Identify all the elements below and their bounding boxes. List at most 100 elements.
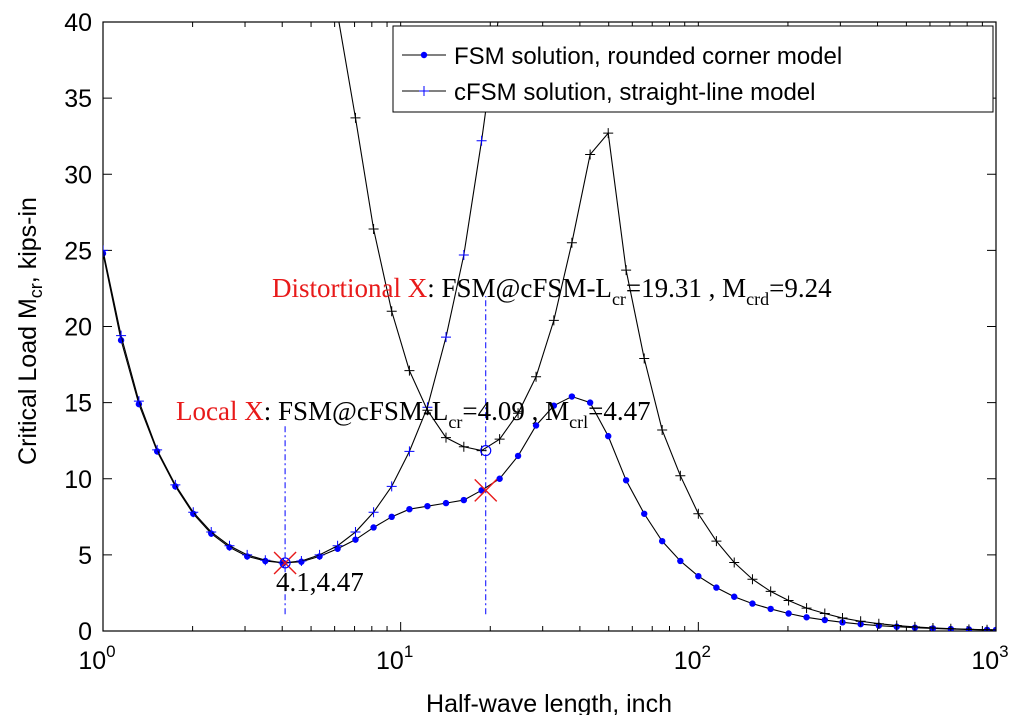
series-point — [855, 616, 866, 627]
series-point — [532, 422, 540, 429]
series-point — [586, 399, 594, 406]
series-point — [603, 128, 614, 139]
series-point — [368, 224, 379, 235]
series-point — [765, 586, 776, 597]
series-point — [585, 149, 596, 160]
series-point — [622, 477, 630, 484]
series-point — [657, 425, 668, 436]
legend: FSM solution, rounded corner model cFSM s… — [392, 25, 994, 113]
series-point — [296, 555, 307, 566]
series-point — [260, 555, 271, 566]
series-point — [460, 496, 468, 504]
plot-frame — [102, 21, 997, 632]
series-point — [514, 452, 522, 460]
series-point — [891, 620, 902, 631]
series-point — [332, 540, 343, 551]
series-line-0 — [103, 253, 996, 631]
series-point — [406, 506, 413, 513]
series-point — [531, 371, 542, 382]
y-tick-label: 5 — [78, 542, 92, 570]
series-point — [170, 479, 181, 490]
series-point — [368, 507, 379, 518]
highlight-x-marker — [474, 478, 498, 502]
highlight-circle-marker — [480, 444, 492, 457]
series-point — [458, 441, 469, 452]
series-point — [767, 605, 774, 613]
series-point — [711, 536, 722, 547]
distortional-annotation: Distortional X: FSM@cFSM-Lcr=19.31 , Mcr… — [272, 273, 832, 309]
series-point — [422, 405, 433, 416]
series-point — [963, 624, 974, 631]
legend-label: cFSM solution, straight-line model — [454, 79, 815, 106]
series-point — [677, 557, 684, 565]
y-axis: 0 5 10 15 20 25 30 35 40 — [64, 9, 996, 646]
series-point — [982, 624, 993, 631]
y-tick-label: 20 — [64, 314, 92, 342]
series-point — [404, 365, 415, 376]
series-point — [370, 524, 377, 531]
series-point — [442, 499, 450, 507]
series-point — [568, 393, 576, 400]
series-point — [152, 444, 163, 455]
series-point — [440, 332, 451, 343]
series-point — [641, 510, 648, 517]
x-tick-label: 103 — [971, 642, 1008, 675]
series-point — [103, 245, 108, 256]
highlight-circle-marker — [279, 557, 291, 569]
series-point — [548, 315, 559, 326]
series-point — [945, 623, 956, 631]
series-point — [837, 613, 848, 624]
y-tick-label: 10 — [64, 466, 92, 494]
series-point — [909, 621, 920, 631]
series-point — [566, 237, 577, 248]
x-tick-label: 100 — [78, 642, 115, 675]
x-tick-label: 101 — [376, 642, 413, 675]
series-point — [404, 446, 415, 457]
series-point — [658, 537, 666, 545]
series-point — [318, 9, 328, 19]
y-tick-label: 35 — [64, 85, 92, 113]
y-axis-title: Critical Load Mcr, kips-in — [14, 197, 46, 465]
series-line-1 — [103, 22, 499, 564]
series-point — [550, 402, 558, 409]
series-point — [388, 513, 395, 521]
series-point — [821, 616, 829, 624]
series-point — [496, 475, 503, 482]
x-tick-label: 102 — [674, 642, 711, 675]
series-point — [314, 549, 325, 560]
series-point — [386, 481, 397, 492]
series-point — [242, 549, 253, 560]
series-point — [224, 540, 235, 551]
series-point — [695, 572, 702, 580]
y-tick-label: 30 — [64, 161, 92, 189]
series-point — [476, 135, 487, 146]
x-axis-title: Half-wave length, inch — [426, 690, 672, 715]
y-tick-label: 40 — [64, 9, 92, 37]
legend-label: FSM solution, rounded corner model — [454, 43, 842, 70]
series-point — [785, 610, 792, 617]
series-point — [206, 527, 217, 538]
series-point — [873, 618, 884, 629]
series-point — [729, 557, 740, 568]
series-point — [801, 603, 812, 614]
series-point — [731, 593, 738, 600]
series-point — [639, 353, 650, 364]
y-tick-label: 15 — [64, 390, 92, 418]
plot-area — [103, 9, 996, 631]
series-point — [352, 536, 359, 543]
x-axis: 100 101 102 103 — [78, 22, 1009, 675]
series-point — [188, 507, 199, 518]
series-point — [927, 622, 938, 631]
series-point — [693, 508, 704, 519]
series-point — [605, 432, 612, 440]
y-tick-label: 0 — [78, 618, 92, 646]
series-point — [803, 614, 810, 621]
series-point — [116, 330, 127, 341]
point-label: 4.1,4.47 — [276, 567, 364, 597]
series-point — [458, 249, 469, 260]
series-point — [350, 527, 361, 538]
series-point — [133, 396, 144, 407]
series-point — [747, 574, 758, 585]
local-annotation: Local X: FSM@cFSM-Lcr=4.09 , Mcrl=4.47 — [176, 396, 651, 432]
